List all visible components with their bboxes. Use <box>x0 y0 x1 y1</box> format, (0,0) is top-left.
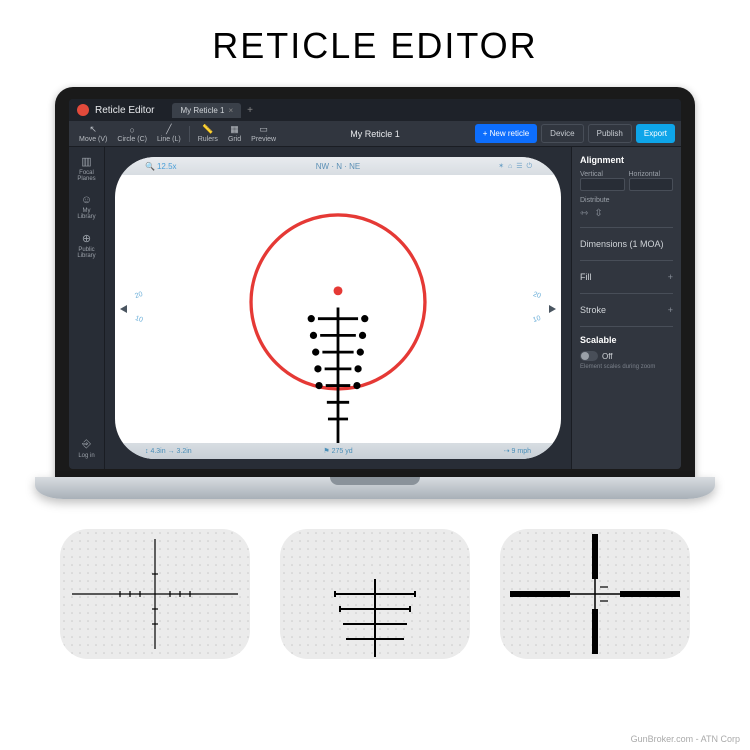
app-window: Reticle Editor My Reticle 1 × + ↖ Move (… <box>69 99 681 469</box>
alignment-title: Alignment <box>580 155 673 165</box>
tab-strip: My Reticle 1 × + <box>172 103 257 118</box>
export-button[interactable]: Export <box>636 124 675 143</box>
tools-group: ↖ Move (V) ○ Circle (C) ╱ Line (L) <box>75 123 185 145</box>
plus-icon: + <box>668 272 673 282</box>
panel-divider <box>580 227 673 228</box>
sidebar-item-focal-planes[interactable]: ▥ Focal Planes <box>77 155 95 182</box>
view-group: 📏 Rulers ▦ Grid ▭ Preview <box>194 123 280 145</box>
horizontal-label: Horizontal <box>629 171 674 178</box>
sidebar-item-public-library[interactable]: ⊕ Public Library <box>77 232 95 259</box>
rulers-button[interactable]: 📏 Rulers <box>194 123 222 145</box>
distribute-label: Distribute <box>580 197 673 204</box>
reticle-thumbnails <box>0 529 750 659</box>
reticle-thumb-3[interactable] <box>500 529 690 659</box>
circle-icon: ○ <box>127 125 137 135</box>
vertical-align-field[interactable] <box>580 178 625 191</box>
plus-icon: + <box>668 305 673 315</box>
wind-readout: ⇢ 9 mph <box>504 447 531 455</box>
toolbar-divider <box>189 126 190 142</box>
horizontal-align-field[interactable] <box>629 178 674 191</box>
distribute-v-icon[interactable]: ⇳ <box>594 208 602 219</box>
panel-divider <box>580 260 673 261</box>
watermark: GunBroker.com - ATN Corp <box>631 734 740 744</box>
new-reticle-button[interactable]: + New reticle <box>475 124 537 143</box>
canvas-area[interactable]: 🔍 12.5x NW · N · NE ✶ ⌂ ☰ ⏻ <box>105 147 571 469</box>
scope-view: 🔍 12.5x NW · N · NE ✶ ⌂ ☰ ⏻ <box>115 157 561 459</box>
tab-label: My Reticle 1 <box>180 106 224 115</box>
grid-button[interactable]: ▦ Grid <box>224 123 245 145</box>
line-icon: ╱ <box>164 125 174 135</box>
preview-icon: ▭ <box>259 125 269 135</box>
distribute-buttons: ⇿ ⇳ <box>580 208 673 219</box>
scalable-toggle[interactable]: Off <box>580 351 673 361</box>
grid-icon: ▦ <box>230 125 240 135</box>
toolbar-actions: + New reticle Device Publish Export <box>475 124 675 143</box>
close-icon[interactable]: × <box>228 106 233 115</box>
vertical-label: Vertical <box>580 171 625 178</box>
reticle-stem[interactable] <box>309 308 367 447</box>
laptop-base <box>35 477 715 499</box>
scalable-hint: Element scales during zoom <box>580 364 673 370</box>
device-button[interactable]: Device <box>541 124 583 143</box>
app-toolbar: ↖ Move (V) ○ Circle (C) ╱ Line (L) <box>69 121 681 147</box>
globe-icon: ⊕ <box>82 232 91 245</box>
user-icon: ☺ <box>81 194 92 206</box>
dimensions-section[interactable]: Dimensions (1 MOA) <box>580 236 673 252</box>
reticle-canvas[interactable] <box>115 157 561 459</box>
sidebar-item-login[interactable]: ⎆ Log in <box>78 438 94 459</box>
app-title: Reticle Editor <box>95 105 154 116</box>
app-titlebar: Reticle Editor My Reticle 1 × + <box>69 99 681 121</box>
add-tab-button[interactable]: + <box>243 105 257 116</box>
app-body: ▥ Focal Planes ☺ My Library ⊕ Public Lib… <box>69 147 681 469</box>
reticle-thumb-2[interactable] <box>280 529 470 659</box>
app-logo-icon <box>77 104 89 116</box>
left-scale-marker: 20 10 <box>119 302 131 318</box>
stroke-section[interactable]: Stroke+ <box>580 302 673 318</box>
scope-bottombar: ↕ 4.3in → 3.2in ⚑ 275 yd ⇢ 9 mph <box>115 443 561 459</box>
publish-button[interactable]: Publish <box>588 124 632 143</box>
document-tab[interactable]: My Reticle 1 × <box>172 103 241 118</box>
preview-button[interactable]: ▭ Preview <box>247 123 280 145</box>
login-icon: ⎆ <box>82 438 91 451</box>
circle-tool-button[interactable]: ○ Circle (C) <box>113 123 151 145</box>
laptop-mockup: Reticle Editor My Reticle 1 × + ↖ Move (… <box>55 87 695 499</box>
properties-panel: Alignment Vertical Horizontal Distribute <box>571 147 681 469</box>
cursor-icon: ↖ <box>88 125 98 135</box>
ruler-icon: 📏 <box>203 125 213 135</box>
laptop-bezel: Reticle Editor My Reticle 1 × + ↖ Move (… <box>55 87 695 477</box>
layers-icon: ▥ <box>81 155 91 168</box>
reticle-center-dot[interactable] <box>334 286 343 295</box>
move-tool-button[interactable]: ↖ Move (V) <box>75 123 111 145</box>
right-scale-marker: 20 10 <box>545 302 557 318</box>
reticle-thumb-1[interactable] <box>60 529 250 659</box>
distance-readout: ⚑ 275 yd <box>323 447 352 455</box>
sidebar: ▥ Focal Planes ☺ My Library ⊕ Public Lib… <box>69 147 105 469</box>
distribute-h-icon[interactable]: ⇿ <box>580 208 588 219</box>
elevation-readout: ↕ 4.3in → 3.2in <box>145 448 192 455</box>
panel-divider <box>580 326 673 327</box>
document-title: My Reticle 1 <box>350 129 400 139</box>
page-title: RETICLE EDITOR <box>0 0 750 87</box>
toggle-track-icon <box>580 351 598 361</box>
fill-section[interactable]: Fill+ <box>580 269 673 285</box>
panel-divider <box>580 293 673 294</box>
sidebar-item-my-library[interactable]: ☺ My Library <box>77 194 95 220</box>
line-tool-button[interactable]: ╱ Line (L) <box>153 123 185 145</box>
scalable-title: Scalable <box>580 335 673 345</box>
